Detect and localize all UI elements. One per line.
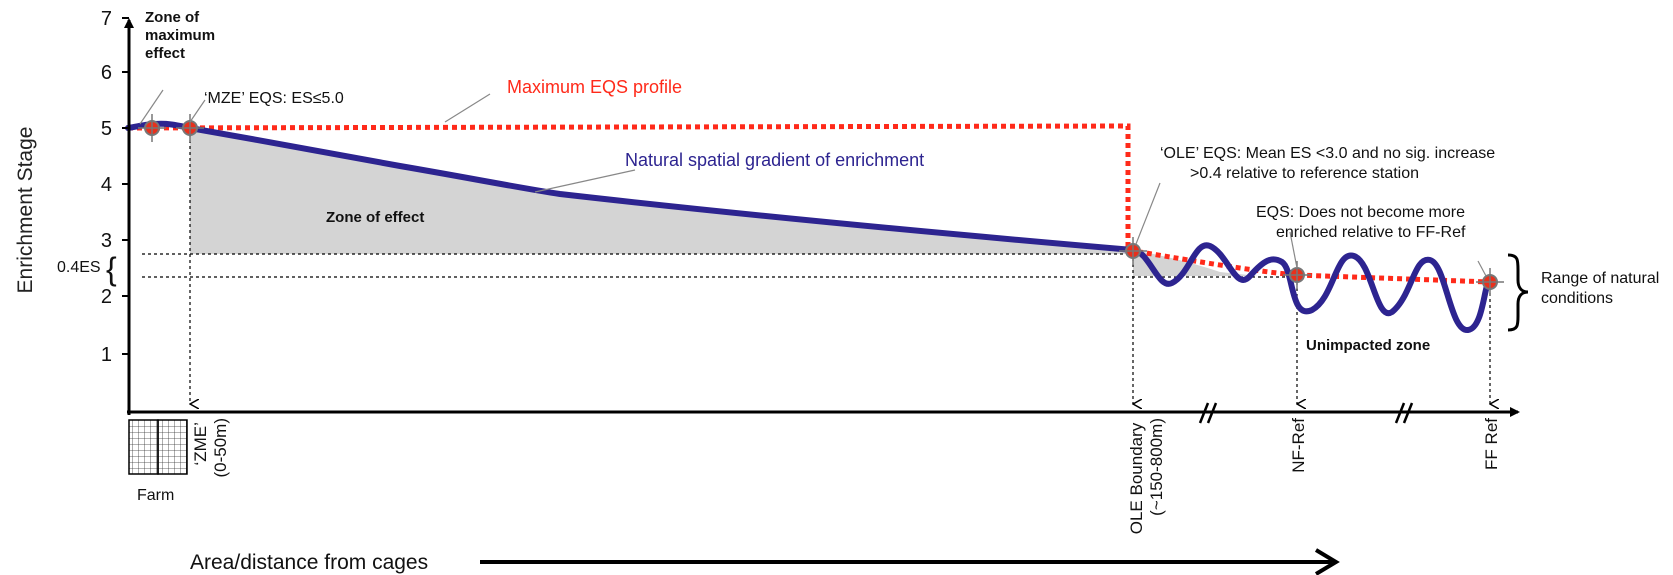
- max-eqs-profile-label: Maximum EQS profile: [507, 77, 682, 97]
- eqs-markers: [138, 114, 1504, 296]
- y-tick-3: 3: [101, 230, 112, 252]
- farm-cages-icon: [128, 419, 188, 475]
- unimpacted-zone-label: Unimpacted zone: [1306, 337, 1430, 354]
- gap-brace-icon: {: [106, 251, 117, 287]
- y-tick-1: 1: [101, 344, 112, 366]
- x-axis-title: Area/distance from cages: [190, 551, 428, 574]
- ole-eqs-label: ‘OLE’ EQS: Mean ES <3.0 and no sig. incr…: [1160, 145, 1500, 182]
- natural-gradient-line: [125, 120, 1493, 333]
- y-tick-5: 5: [101, 118, 112, 140]
- zone-of-effect-label: Zone of effect: [326, 209, 424, 226]
- zone-max-effect-label: Zone of maximum effect: [145, 9, 219, 62]
- y-tick-6: 6: [101, 62, 112, 84]
- zone-of-effect-area: [190, 128, 1128, 254]
- zme-axis-label: ‘ZME’ (0-50m): [191, 418, 230, 478]
- range-brace-icon: [1507, 253, 1529, 332]
- y-tick-4: 4: [101, 174, 112, 196]
- farm-label: Farm: [137, 487, 174, 504]
- ff-ref-label: FF Ref: [1482, 418, 1501, 470]
- eqs-ff-label: EQS: Does not become more enriched relat…: [1256, 204, 1469, 241]
- leader-lines: [139, 89, 1487, 277]
- x-axis-title-arrowhead: [1314, 548, 1340, 575]
- natural-gradient-label: Natural spatial gradient of enrichment: [625, 150, 924, 170]
- nf-ref-label: NF-Ref: [1289, 418, 1308, 473]
- y-tick-7: 7: [101, 8, 112, 30]
- unimpacted-grey-area: [1133, 250, 1258, 276]
- y-tick-2: 2: [101, 286, 112, 308]
- mze-eqs-label: ‘MZE’ EQS: ES≤5.0: [204, 90, 344, 107]
- range-natural-label: Range of natural conditions: [1541, 270, 1664, 307]
- axes: 1 2 3 4 5 6 7: [101, 8, 1520, 424]
- ole-boundary-label: OLE Boundary (~150-800m): [1127, 418, 1166, 534]
- x-axis-break-marks: [1198, 402, 1414, 424]
- y-axis-title: Enrichment Stage: [14, 127, 37, 294]
- y-axis-ticks: [122, 17, 129, 355]
- marker-ff-ref: [1476, 268, 1504, 296]
- marker-zme: [176, 114, 204, 142]
- gap-label: 0.4ES: [57, 259, 101, 276]
- reference-lines: [142, 128, 1490, 404]
- marker-farm: [138, 114, 166, 142]
- marker-ole: [1119, 237, 1147, 265]
